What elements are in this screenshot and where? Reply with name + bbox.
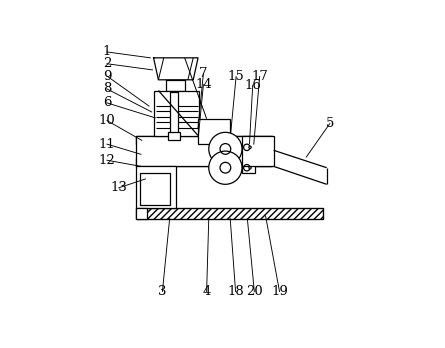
Bar [136,166,176,208]
Text: 13: 13 [110,181,127,194]
Bar [136,208,323,219]
Text: 18: 18 [227,285,244,298]
Text: 17: 17 [251,70,268,83]
Bar [166,80,185,90]
Bar [154,90,198,135]
Bar [167,132,180,140]
Bar [198,119,230,144]
Text: 16: 16 [244,79,261,92]
Bar [136,135,272,144]
Text: 15: 15 [228,70,244,83]
Bar [137,208,146,219]
Text: 20: 20 [246,285,263,298]
Text: 11: 11 [99,137,115,151]
Bar [242,143,255,152]
Bar [136,208,323,219]
Bar [242,163,255,173]
Text: 3: 3 [158,285,167,298]
Text: 9: 9 [103,70,111,82]
Text: 5: 5 [326,117,334,130]
Text: 10: 10 [99,114,115,127]
Circle shape [209,132,242,166]
Text: 8: 8 [103,82,111,95]
Bar [136,135,272,144]
Text: 6: 6 [103,96,111,109]
Bar [242,135,274,166]
Text: 12: 12 [99,154,115,167]
Text: 1: 1 [103,46,111,58]
Circle shape [209,151,242,184]
Bar [140,173,170,205]
Bar [170,93,178,134]
Text: 14: 14 [195,78,212,91]
Bar [136,135,272,166]
Text: 2: 2 [103,57,111,70]
Bar [136,158,272,166]
Text: 4: 4 [202,285,211,298]
Bar [136,158,272,166]
Text: 7: 7 [199,67,208,80]
Text: 19: 19 [271,285,288,298]
